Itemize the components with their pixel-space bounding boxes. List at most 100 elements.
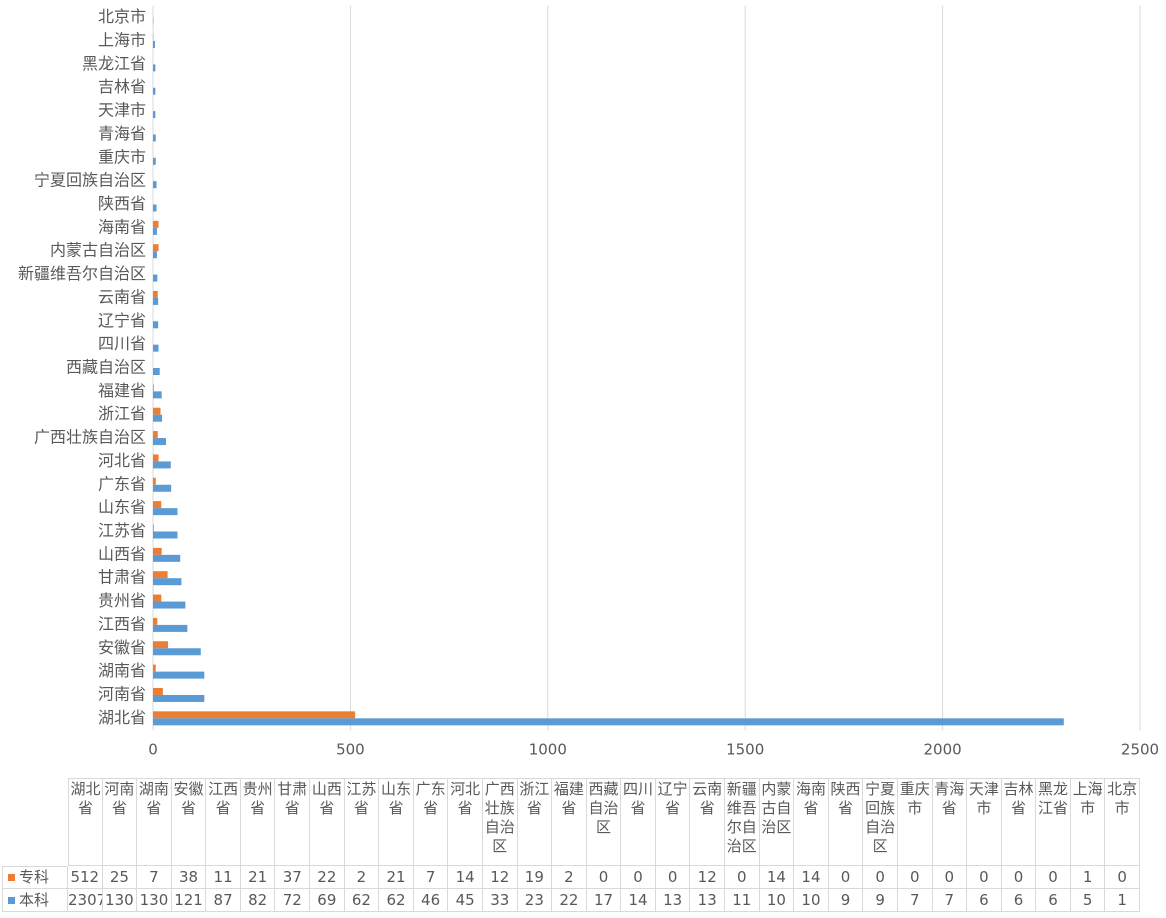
header-text: 西藏自治区	[588, 780, 619, 836]
bar	[153, 547, 162, 555]
table-header: 天津市	[967, 778, 1002, 866]
table-border	[68, 778, 1140, 779]
table-value: 38	[171, 866, 207, 889]
bar	[153, 711, 356, 719]
bar	[153, 181, 157, 189]
bar	[153, 508, 178, 516]
legend-label: 本科	[19, 891, 50, 909]
bar	[153, 524, 154, 532]
y-tick-label: 黑龙江省	[82, 54, 146, 73]
table-value: 45	[448, 889, 483, 912]
table-header: 西藏自治区	[586, 778, 622, 866]
bar	[153, 484, 172, 492]
y-tick-label: 宁夏回族自治区	[34, 171, 146, 190]
header-text: 贵州省	[242, 780, 273, 817]
header-text: 宁夏回族自治区	[865, 780, 896, 855]
y-tick-label: 青海省	[98, 124, 146, 143]
table-value: 82	[240, 889, 276, 912]
table-value: 130	[102, 889, 138, 912]
bar	[153, 321, 159, 329]
bar	[153, 624, 188, 632]
table-value: 0	[586, 866, 622, 889]
table-value: 7	[137, 866, 172, 889]
header-text: 浙江省	[519, 780, 550, 817]
bar	[153, 694, 205, 702]
table-header: 内蒙古自治区	[759, 778, 795, 866]
y-tick-label: 上海市	[98, 31, 146, 50]
y-tick-label: 天津市	[98, 101, 146, 120]
table-value: 2	[552, 866, 587, 889]
table-header: 辽宁省	[655, 778, 691, 866]
y-tick-label: 山东省	[98, 498, 146, 517]
bar	[153, 571, 168, 579]
table-value: 11	[725, 889, 760, 912]
legend-swatch	[8, 874, 15, 881]
table-value: 1	[1105, 889, 1140, 912]
bar	[153, 687, 163, 695]
table-value: 130	[137, 889, 172, 912]
table-header: 湖北省	[68, 778, 103, 866]
table-value: 6	[967, 889, 1002, 912]
legend-label: 专科	[19, 868, 50, 886]
table-header: 浙江省	[517, 778, 553, 866]
bar	[153, 477, 156, 485]
bar	[153, 220, 159, 228]
y-tick-label: 江苏省	[98, 521, 146, 540]
table-value: 1	[1070, 866, 1106, 889]
x-tick-label: 1500	[726, 741, 764, 759]
bar	[153, 431, 158, 439]
header-text: 山西省	[311, 780, 342, 817]
table-value: 22	[310, 866, 345, 889]
y-tick-label: 重庆市	[98, 147, 146, 166]
y-tick-label: 河南省	[98, 684, 146, 703]
legend-cell: 专科	[2, 866, 68, 889]
table-value: 62	[344, 889, 380, 912]
y-tick-label: 甘肃省	[98, 568, 146, 587]
header-text: 山东省	[380, 780, 411, 817]
table-value: 0	[655, 866, 691, 889]
bar	[153, 274, 158, 282]
header-text: 江西省	[208, 780, 239, 817]
table-value: 14	[621, 889, 656, 912]
table-value: 72	[275, 889, 311, 912]
table-value: 10	[794, 889, 829, 912]
bar	[153, 501, 162, 509]
header-text: 甘肃省	[277, 780, 308, 817]
header-text: 广西壮族自治区	[484, 780, 515, 855]
table-header: 贵州省	[240, 778, 276, 866]
table-value: 0	[725, 866, 760, 889]
header-text: 福建省	[553, 780, 584, 817]
table-value: 17	[586, 889, 622, 912]
bar	[153, 244, 159, 252]
header-text: 重庆市	[899, 780, 930, 817]
table-header: 宁夏回族自治区	[863, 778, 898, 866]
bar	[153, 617, 158, 625]
header-text: 四川省	[623, 780, 654, 817]
table-header: 江苏省	[344, 778, 380, 866]
bar	[153, 251, 157, 259]
table-header: 甘肃省	[275, 778, 311, 866]
table-value: 5	[1070, 889, 1106, 912]
table-value: 21	[240, 866, 276, 889]
table-value: 14	[794, 866, 829, 889]
header-text: 湖北省	[70, 780, 101, 817]
table-header: 江西省	[206, 778, 241, 866]
table-header: 湖南省	[137, 778, 172, 866]
header-text: 陕西省	[830, 780, 861, 817]
table-header: 山西省	[310, 778, 345, 866]
table-value: 9	[863, 889, 898, 912]
header-text: 天津市	[968, 780, 999, 817]
bar	[153, 134, 156, 142]
bar	[153, 531, 178, 539]
bar	[153, 414, 163, 422]
x-tick-label: 1000	[529, 741, 567, 759]
table-value: 121	[171, 889, 207, 912]
header-text: 吉林省	[1003, 780, 1034, 817]
table-value: 0	[1105, 866, 1140, 889]
table-header: 北京市	[1105, 778, 1140, 866]
table-value: 14	[759, 866, 795, 889]
bar	[153, 368, 160, 375]
table-value: 69	[310, 889, 345, 912]
table-value: 0	[621, 866, 656, 889]
